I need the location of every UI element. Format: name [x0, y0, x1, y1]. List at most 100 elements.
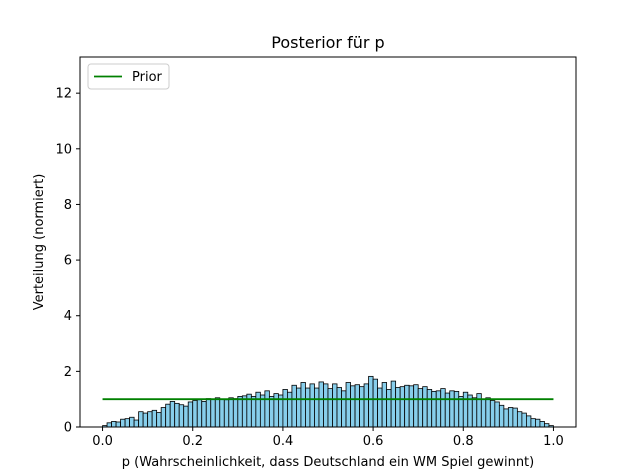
histogram-bar [526, 415, 532, 428]
histogram-bar [359, 386, 365, 428]
legend-box [87, 63, 170, 90]
histogram-bar [183, 405, 189, 428]
histogram-bar [241, 395, 248, 428]
histogram-bar [205, 398, 212, 428]
histogram-bar [174, 402, 180, 428]
histogram-bar [232, 398, 239, 428]
histogram-bar [124, 418, 131, 428]
histogram-bar [422, 386, 428, 428]
histogram-bar [395, 387, 401, 428]
x-axis-label: p (Wahrscheinlichkeit, dass Deutschland … [122, 455, 534, 470]
y-tick-label: 6 [64, 254, 72, 269]
histogram-bar [440, 388, 446, 428]
histogram-bar [323, 383, 329, 428]
histogram-bar [368, 375, 374, 428]
histogram-bar [512, 407, 518, 428]
histogram-bar [300, 382, 306, 428]
histogram-bar [480, 398, 487, 428]
histogram-bar [327, 388, 333, 428]
histogram-bar [408, 385, 415, 428]
histogram-bar [332, 383, 338, 428]
histogram-bar [377, 387, 383, 428]
histogram-bar [223, 399, 230, 428]
histogram-bar [444, 392, 451, 428]
histogram-bar [214, 397, 221, 428]
histogram-bar [264, 390, 270, 428]
histogram-bar [309, 383, 315, 428]
x-tick-label: 0.8 [453, 434, 474, 449]
histogram-bar [120, 418, 126, 428]
histogram-bar [535, 418, 541, 428]
histogram-bar [485, 397, 491, 428]
histogram-bar [516, 411, 523, 428]
x-tick-label: 0.0 [92, 434, 113, 449]
y-axis-ticks: 0 2 4 6 8 10 12 [55, 87, 80, 436]
histogram-bar [350, 385, 356, 428]
histogram-bar [228, 397, 234, 428]
histogram-bar [449, 390, 455, 428]
plot-frame [79, 56, 577, 428]
histogram-bar [255, 391, 261, 428]
x-tick-label: 0.2 [182, 434, 203, 449]
histogram-bar [165, 403, 171, 428]
histogram-bar [381, 382, 388, 428]
legend-prior-label: Prior [132, 70, 163, 85]
histogram-bar [111, 421, 117, 428]
histogram-bar [471, 397, 478, 428]
histogram-bar [318, 381, 324, 428]
x-axis-ticks: 0.0 0.2 0.4 0.6 0.8 1.0 [92, 427, 564, 449]
histogram-bar [345, 382, 351, 428]
y-tick-label: 12 [55, 87, 72, 102]
histogram-bars [102, 375, 554, 428]
histogram-bar [539, 421, 545, 428]
x-tick-label: 1.0 [543, 434, 564, 449]
histogram-bar [372, 378, 379, 428]
histogram-bar [413, 384, 419, 428]
histogram-bar [133, 419, 140, 428]
histogram-bar [210, 398, 216, 428]
histogram-bar [147, 411, 153, 428]
histogram-bar [296, 387, 302, 428]
histogram-bar [268, 395, 275, 428]
histogram-bar [503, 408, 509, 428]
histogram-bar [498, 404, 505, 428]
histogram-bar [390, 380, 397, 428]
y-tick-label: 0 [64, 421, 72, 436]
histogram-bar [129, 416, 135, 428]
histogram-bar [160, 407, 167, 428]
legend: Prior [87, 63, 170, 90]
histogram-bar [354, 384, 360, 428]
histogram-bar [458, 395, 464, 428]
histogram-bar [489, 400, 496, 428]
histogram-bar [196, 399, 203, 428]
y-tick-label: 10 [55, 142, 72, 157]
histogram-bar [453, 390, 460, 428]
histogram-bar [404, 384, 410, 428]
histogram-bar [178, 404, 185, 428]
histogram-bar [314, 387, 320, 428]
histogram-bar [237, 395, 243, 428]
histogram-bar [201, 401, 207, 428]
histogram-bar [287, 391, 293, 428]
histogram-bar [507, 407, 514, 428]
histogram-bar [156, 412, 162, 428]
histogram-bar [363, 383, 369, 428]
histogram-bar [250, 395, 257, 428]
histogram-bar [530, 418, 536, 428]
y-tick-label: 4 [64, 309, 72, 324]
histogram-bar [305, 387, 311, 428]
histogram-bar [399, 386, 406, 428]
histogram-bar [417, 388, 424, 428]
histogram-bar [106, 422, 112, 428]
histogram-bar [291, 384, 297, 428]
y-tick-label: 8 [64, 198, 72, 213]
histogram-bar [431, 390, 437, 428]
x-tick-label: 0.4 [273, 434, 294, 449]
chart-title: Posterior für p [271, 33, 384, 52]
histogram-bar [282, 389, 288, 428]
histogram-bar [544, 423, 550, 428]
histogram-bar [138, 411, 144, 428]
histogram-bar [426, 389, 433, 428]
histogram-bar [494, 401, 500, 428]
